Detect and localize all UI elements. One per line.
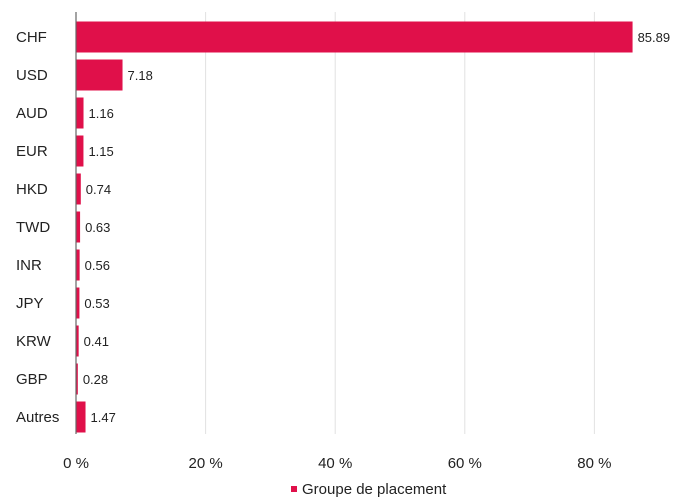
- value-label: 85.89: [638, 30, 671, 45]
- legend-swatch: [291, 486, 297, 492]
- value-label: 0.63: [85, 220, 110, 235]
- bar: [76, 287, 80, 319]
- bar: [76, 249, 80, 281]
- category-label: INR: [16, 257, 42, 274]
- value-label: 0.41: [84, 334, 109, 349]
- category-label: Autres: [16, 409, 59, 426]
- category-label: EUR: [16, 143, 48, 160]
- category-label: CHF: [16, 29, 47, 46]
- value-label: 1.16: [89, 106, 114, 121]
- value-label: 0.53: [84, 296, 109, 311]
- x-tick-label: 20 %: [188, 455, 222, 472]
- value-label: 0.74: [86, 182, 111, 197]
- bar: [76, 21, 633, 53]
- x-tick-label: 60 %: [448, 455, 482, 472]
- legend: Groupe de placement: [291, 481, 447, 498]
- grid-lines: [205, 12, 595, 434]
- category-label: JPY: [16, 295, 44, 312]
- category-label: AUD: [16, 105, 48, 122]
- value-label: 1.47: [91, 410, 116, 425]
- x-tick-label: 0 %: [63, 455, 89, 472]
- category-labels: CHF USD AUD EUR HKD TWD INR JPY KRW GBP Autres: [16, 29, 59, 426]
- bar: [76, 401, 86, 433]
- x-tick-label: 40 %: [318, 455, 352, 472]
- bars: [76, 21, 633, 433]
- category-label: TWD: [16, 219, 50, 236]
- bar: [76, 97, 84, 129]
- bar: [76, 363, 78, 395]
- legend-label: Groupe de placement: [302, 481, 447, 498]
- category-label: HKD: [16, 181, 48, 198]
- value-label: 1.15: [88, 144, 113, 159]
- bar: [76, 325, 79, 357]
- category-label: USD: [16, 67, 48, 84]
- bar: [76, 173, 81, 205]
- value-label: 0.28: [83, 372, 108, 387]
- category-label: GBP: [16, 371, 48, 388]
- bar: [76, 135, 84, 167]
- x-tick-label: 80 %: [577, 455, 611, 472]
- bar: [76, 59, 123, 91]
- value-label: 7.18: [128, 68, 153, 83]
- category-label: KRW: [16, 333, 52, 350]
- x-tick-labels: 0 % 20 % 40 % 60 % 80 %: [63, 455, 611, 472]
- value-label: 0.56: [85, 258, 110, 273]
- value-labels: 85.89 7.18 1.16 1.15 0.74 0.63 0.56 0.53 0.41 0.2…: [83, 30, 670, 425]
- bar: [76, 211, 81, 243]
